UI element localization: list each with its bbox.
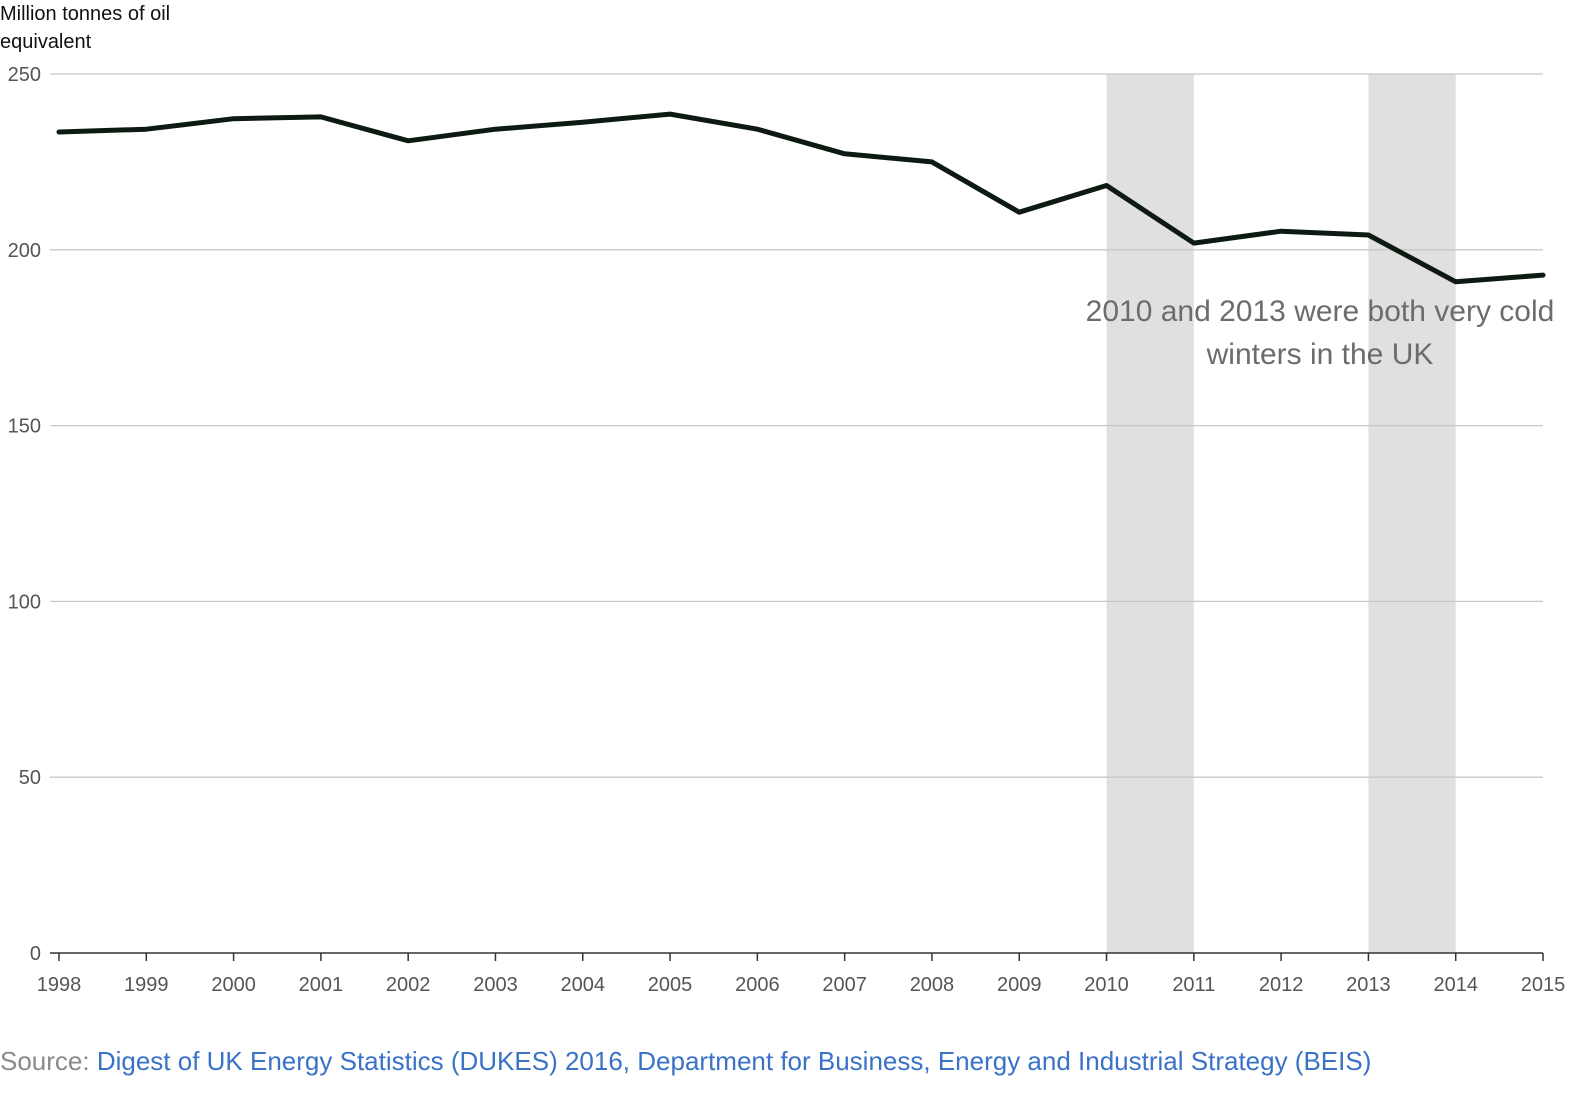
- highlight-band: [1368, 74, 1456, 953]
- x-tick-label: 2014: [1433, 974, 1478, 996]
- x-tick-label: 2013: [1346, 974, 1391, 996]
- x-tick-label: 2006: [735, 974, 780, 996]
- x-tick-label: 2002: [386, 974, 431, 996]
- y-tick-label: 150: [8, 416, 41, 438]
- x-tick-label: 2011: [1172, 974, 1215, 996]
- x-tick-label: 2015: [1521, 974, 1566, 996]
- source-line: Source: Digest of UK Energy Statistics (…: [0, 1044, 1371, 1078]
- source-link[interactable]: Digest of UK Energy Statistics (DUKES) 2…: [96, 1046, 1372, 1076]
- x-tick-label: 2005: [648, 974, 693, 996]
- y-tick-label: 200: [8, 240, 41, 262]
- highlight-band: [1106, 74, 1194, 953]
- x-tick-label: 2009: [997, 974, 1042, 996]
- line-chart: 0 50 100 150 200 250 1998 1999 2000 2001 2002 2003 2…: [8, 64, 1566, 996]
- x-tick-label: 2003: [473, 974, 518, 996]
- chart: 0 50 100 150 200 250 1998 1999 2000 2001 2002 2003 2…: [0, 3, 1566, 996]
- x-tick-label: 1999: [124, 974, 169, 996]
- x-tick-label: 2008: [910, 974, 955, 996]
- x-tick-label: 1998: [37, 974, 82, 996]
- y-tick-label: 50: [19, 767, 41, 789]
- x-tick-label: 2012: [1259, 974, 1304, 996]
- y-tick-label: 250: [8, 64, 41, 86]
- y-tick-label: 100: [8, 591, 41, 613]
- source-prefix: Source:: [0, 1046, 97, 1076]
- x-tick-label: 2007: [822, 974, 867, 996]
- x-tick-label: 2004: [561, 974, 606, 996]
- x-tick-label: 2000: [211, 974, 256, 996]
- series-line: [56, 111, 1546, 285]
- x-tick-label: 2010: [1084, 974, 1129, 996]
- y-tick-label: 0: [30, 943, 41, 965]
- x-tick-label: 2001: [299, 974, 344, 996]
- y-axis-label: Million tonnes of oil equivalent: [0, 3, 171, 53]
- chart-annotation: 2010 and 2013 were both very cold winter…: [1085, 295, 1555, 371]
